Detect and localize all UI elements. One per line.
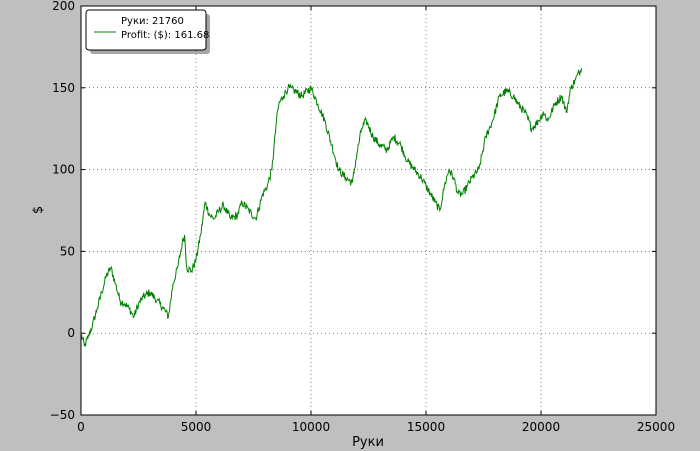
legend-entry-text: Profit: ($): 161.68 <box>121 30 209 41</box>
legend: Руки: 21760 Profit: ($): 161.68 <box>85 9 210 54</box>
y-tick-label: −50 <box>50 408 75 422</box>
x-axis-label: Руки <box>352 435 384 450</box>
x-tick-label: 20000 <box>522 420 560 434</box>
legend-header-text: Руки: 21760 <box>121 16 184 27</box>
x-tick-label: 10000 <box>292 420 330 434</box>
series-layer <box>80 68 582 347</box>
y-tick-label: 50 <box>60 244 75 258</box>
y-tick-label: 100 <box>52 163 75 177</box>
y-tick-label: 200 <box>52 0 75 13</box>
ticks <box>80 5 657 416</box>
x-tick-label: 5000 <box>181 420 212 434</box>
y-tick-label: 0 <box>67 326 75 340</box>
y-tick-label: 150 <box>52 81 75 95</box>
grid <box>81 6 656 415</box>
legend-box <box>85 9 207 51</box>
series-line-profit <box>80 68 582 347</box>
y-axis-label: $ <box>31 206 46 214</box>
plot-area <box>80 5 657 416</box>
x-tick-label: 0 <box>77 420 85 434</box>
x-tick-label: 25000 <box>637 420 675 434</box>
x-tick-label: 15000 <box>407 420 445 434</box>
